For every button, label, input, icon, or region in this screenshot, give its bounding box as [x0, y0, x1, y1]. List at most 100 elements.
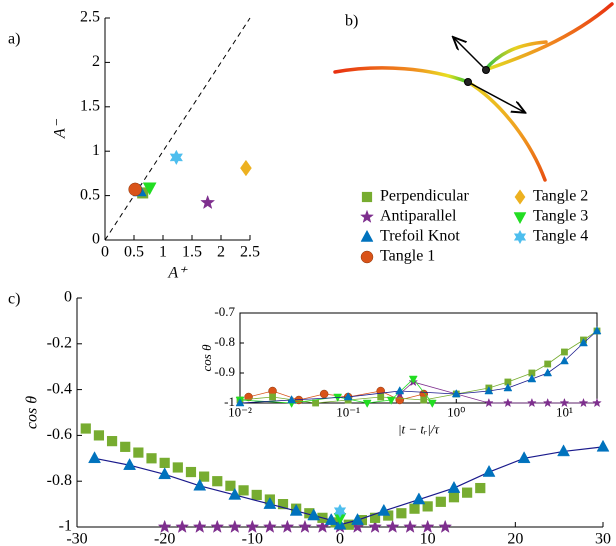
y-axis-label: A⁻	[52, 118, 69, 139]
legend-marker	[360, 229, 374, 242]
marker	[543, 368, 553, 377]
marker	[251, 489, 262, 501]
y-tick-label: 2	[92, 53, 100, 70]
legend-marker	[360, 209, 374, 223]
marker	[158, 467, 172, 480]
marker	[462, 487, 473, 498]
marker	[542, 397, 553, 408]
panel-label: a)	[8, 31, 20, 48]
marker	[484, 386, 494, 395]
x-tick-label: 30	[595, 530, 611, 546]
vortex-line	[466, 80, 547, 182]
marker	[212, 476, 223, 487]
marker	[175, 519, 190, 533]
y-tick-label: 2.5	[80, 9, 100, 26]
legend-label: Tangle 3	[533, 208, 588, 225]
marker	[385, 519, 400, 533]
diagonal	[104, 17, 251, 241]
marker	[307, 508, 321, 521]
marker	[93, 430, 105, 441]
legend-label: Tangle 4	[533, 228, 588, 245]
marker	[544, 360, 552, 368]
legend-marker	[360, 250, 374, 264]
x-tick-label: 10⁻²	[228, 404, 252, 419]
y-tick-label: -0.7	[214, 304, 235, 319]
y-tick-label: -0.6	[47, 426, 72, 443]
marker	[517, 451, 531, 464]
marker	[228, 487, 242, 500]
marker	[169, 149, 184, 166]
marker	[527, 397, 537, 408]
x-tick-label: 2.5	[240, 243, 260, 260]
marker	[324, 513, 338, 525]
y-tick-label: -0.2	[47, 334, 72, 351]
marker	[592, 326, 602, 335]
vortex-line	[483, 40, 548, 72]
marker	[395, 395, 404, 405]
y-axis-label: cos θ	[24, 396, 41, 429]
marker	[408, 375, 418, 384]
vortex-line	[333, 66, 470, 84]
y-tick-label: 1.5	[80, 97, 100, 114]
vortex-line	[483, 2, 614, 72]
legend-marker	[361, 191, 373, 203]
legend-label: Perpendicular	[380, 188, 470, 205]
marker	[420, 519, 435, 533]
marker	[199, 471, 210, 482]
marker	[592, 397, 602, 408]
marker	[192, 519, 207, 533]
marker	[596, 439, 610, 452]
legend-label: Trefoil Knot	[380, 228, 460, 245]
marker	[312, 399, 319, 407]
y-tick-label: -1	[224, 394, 235, 409]
marker	[269, 393, 276, 401]
x-axis-label: |t − tᵣ|/τ	[398, 421, 440, 436]
marker	[560, 356, 569, 365]
arrow	[454, 38, 487, 71]
legend: Perpendicular Antiparallel Trefoil Knot Tan…	[360, 188, 588, 265]
marker	[386, 396, 396, 405]
marker	[280, 519, 295, 533]
marker	[504, 378, 512, 386]
marker	[159, 457, 170, 468]
x-tick-label: 0	[336, 530, 344, 546]
marker	[106, 436, 118, 447]
marker	[369, 512, 381, 523]
inset-background	[239, 312, 598, 404]
reconnection-point	[482, 66, 490, 74]
y-tick-label: 1	[92, 142, 100, 159]
marker	[88, 451, 101, 464]
marker	[420, 396, 428, 404]
x-tick-label: 2	[217, 243, 225, 260]
legend-marker	[513, 229, 527, 245]
legend-label: Tangle 2	[533, 188, 588, 205]
marker	[333, 503, 347, 519]
marker	[123, 458, 137, 470]
marker	[235, 398, 245, 407]
x-tick-label: 1	[159, 243, 167, 260]
marker	[368, 519, 383, 533]
x-tick-label: -30	[66, 530, 87, 546]
marker	[579, 338, 588, 347]
marker	[475, 482, 486, 494]
x-tick-label: 1.5	[182, 243, 202, 260]
y-tick-label: 0	[64, 289, 72, 306]
marker	[245, 519, 260, 533]
marker	[435, 496, 446, 507]
marker	[559, 397, 570, 408]
marker	[142, 182, 157, 196]
arrow	[467, 81, 524, 112]
marker	[396, 508, 407, 519]
y-axis-label: cos θ	[199, 344, 214, 372]
marker	[193, 478, 207, 491]
y-tick-label: 0	[92, 231, 100, 248]
marker	[343, 392, 353, 401]
marker	[377, 503, 391, 516]
marker	[172, 462, 183, 473]
marker	[227, 519, 242, 533]
marker	[225, 480, 236, 491]
y-tick-label: -0.8	[214, 334, 235, 349]
panel-label: c)	[8, 291, 20, 308]
